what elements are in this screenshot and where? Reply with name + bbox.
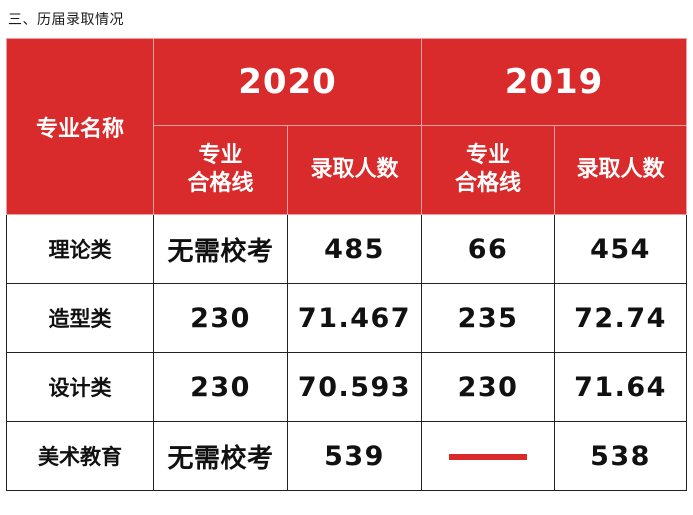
major-name: 理论类 <box>6 214 154 284</box>
year-header-2019: 2019 <box>421 38 688 126</box>
qualifying-line-header-line2: 合格线 <box>455 171 522 196</box>
table-row: 理论类 无需校考 485 66 454 <box>6 214 688 284</box>
qualifying-line-header-line1: 专业 <box>466 143 511 168</box>
admitted-count-header-2020: 录取人数 <box>286 125 423 215</box>
qualifying-line-2019: 230 <box>421 352 556 422</box>
admitted-count-2020: 539 <box>286 421 423 491</box>
section-heading: 三、历届录取情况 <box>8 12 124 28</box>
qualifying-line-2019: 235 <box>421 283 556 353</box>
major-name: 美术教育 <box>6 421 154 491</box>
admitted-count-2020: 70.593 <box>286 352 423 422</box>
table-header: 专业名称 2020 2019 专业 合格线 录取人数 专业 合格线 录取人数 <box>6 38 688 215</box>
admitted-count-2020: 485 <box>286 214 423 284</box>
table-row: 造型类 230 71.467 235 72.74 <box>6 283 688 353</box>
qualifying-line-2020: 230 <box>153 283 288 353</box>
qualifying-line-header-line2: 合格线 <box>187 171 254 196</box>
admitted-count-2019: 71.64 <box>554 352 688 422</box>
major-name-header: 专业名称 <box>6 38 154 215</box>
major-name: 造型类 <box>6 283 154 353</box>
admitted-count-2019: 538 <box>554 421 688 491</box>
admitted-count-2020: 71.467 <box>286 283 423 353</box>
year-header-2020: 2020 <box>152 38 423 126</box>
qualifying-line-header-line1: 专业 <box>198 143 243 168</box>
qualifying-line-header-2020: 专业 合格线 <box>153 125 288 215</box>
admitted-count-2019: 72.74 <box>554 283 688 353</box>
qualifying-line-header-2019: 专业 合格线 <box>421 125 556 215</box>
qualifying-line-2019: 66 <box>421 214 556 284</box>
dash-mark <box>449 454 528 460</box>
table-row: 美术教育 无需校考 539 538 <box>6 421 688 491</box>
table-row: 设计类 230 70.593 230 71.64 <box>6 352 688 422</box>
qualifying-line-2020: 无需校考 <box>153 214 288 284</box>
qualifying-line-2020: 230 <box>153 352 288 422</box>
admission-table: 专业名称 2020 2019 专业 合格线 录取人数 专业 合格线 录取人数 理… <box>6 38 688 491</box>
qualifying-line-2019-none <box>421 421 556 491</box>
admitted-count-2019: 454 <box>554 214 688 284</box>
major-name: 设计类 <box>6 352 154 422</box>
qualifying-line-2020: 无需校考 <box>153 421 288 491</box>
admitted-count-header-2019: 录取人数 <box>554 125 688 215</box>
